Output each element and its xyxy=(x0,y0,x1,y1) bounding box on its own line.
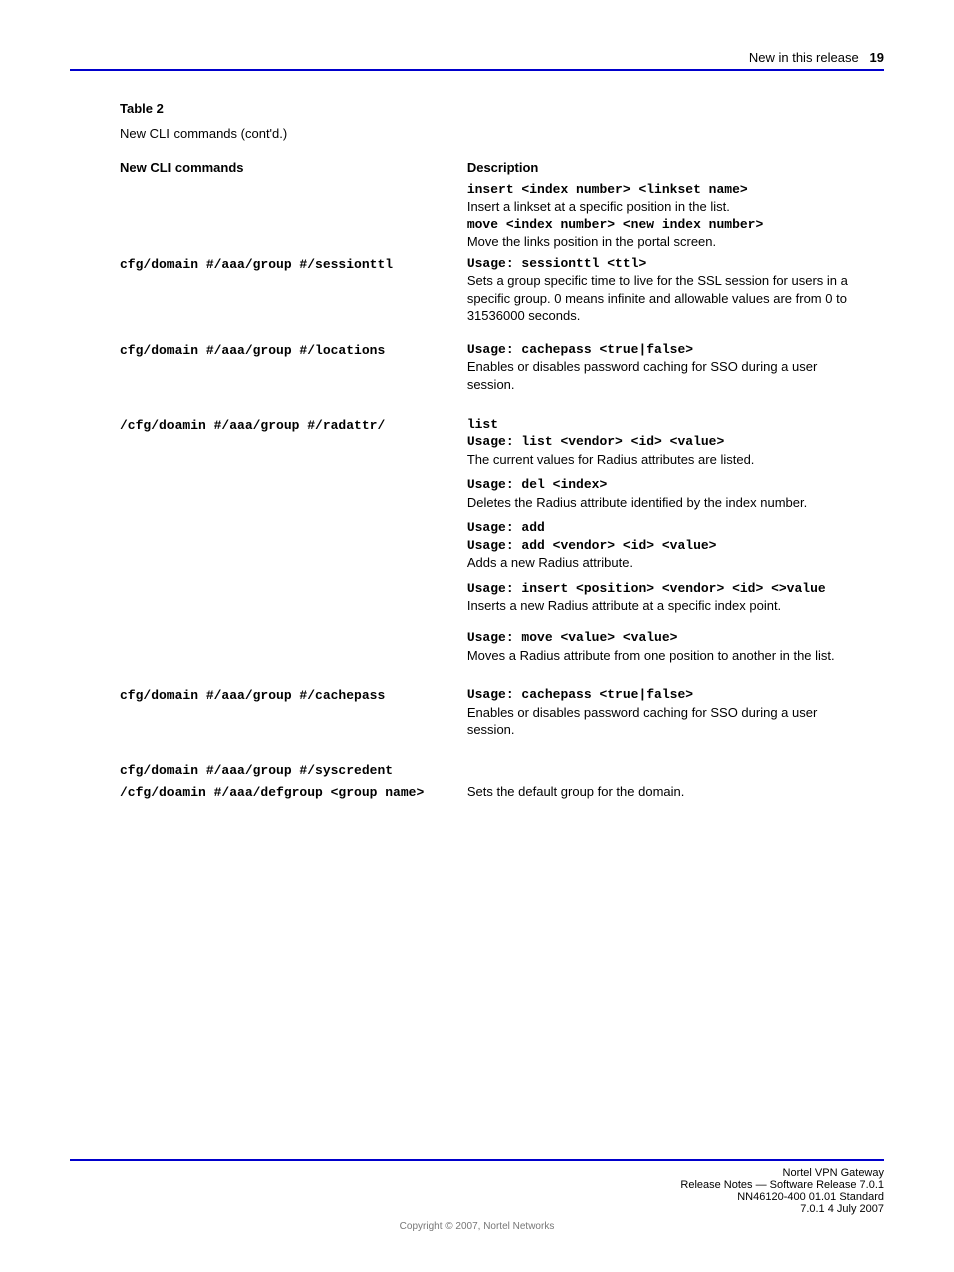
usage-desc: Move the links position in the portal sc… xyxy=(467,233,868,251)
usage-line: Usage: cachepass <true|false> xyxy=(467,686,868,704)
usage-line: move <index number> <new index number> xyxy=(467,216,868,234)
table-row: insert <index number> <linkset name> Ins… xyxy=(120,181,874,255)
usage-desc: Insert a linkset at a specific position … xyxy=(467,198,868,216)
table-row: cfg/domain #/aaa/group #/cachepass Usage… xyxy=(120,686,874,743)
cmd-path: cfg/domain #/aaa/group #/sessionttl xyxy=(120,257,393,272)
footer-right-line1: NN46120-400 01.01 Standard xyxy=(680,1191,884,1203)
header-right: New in this release 19 xyxy=(749,50,884,65)
usage-desc: Adds a new Radius attribute. xyxy=(467,554,868,572)
usage-desc: Inserts a new Radius attribute at a spec… xyxy=(467,597,868,615)
table-caption: Table 2 xyxy=(120,101,874,116)
table-row: cfg/domain #/aaa/group #/sessionttl Usag… xyxy=(120,255,874,329)
header-rule xyxy=(70,69,884,71)
command-table: New CLI commands Description insert <ind… xyxy=(120,159,874,806)
usage-line: list xyxy=(467,416,868,434)
page-header: New in this release 19 xyxy=(70,50,884,69)
usage-desc: Deletes the Radius attribute identified … xyxy=(467,494,868,512)
cmd-path: cfg/domain #/aaa/group #/syscredent xyxy=(120,763,393,778)
usage-desc: Sets the default group for the domain. xyxy=(467,783,868,801)
table-row: cfg/domain #/aaa/group #/locations Usage… xyxy=(120,341,874,398)
cmd-path: /cfg/doamin #/aaa/group #/radattr/ xyxy=(120,418,385,433)
col-header-left: New CLI commands xyxy=(120,160,244,175)
usage-desc: Sets a group specific time to live for t… xyxy=(467,272,868,325)
usage-desc: Enables or disables password caching for… xyxy=(467,704,868,739)
usage-line: insert <index number> <linkset name> xyxy=(467,181,868,199)
usage-desc: Enables or disables password caching for… xyxy=(467,358,868,393)
usage-line: Usage: list <vendor> <id> <value> xyxy=(467,433,868,451)
content-area: Table 2 New CLI commands (cont'd.) New C… xyxy=(120,101,874,806)
usage-line: Usage: add xyxy=(467,519,868,537)
footer-center-line1: Nortel VPN Gateway xyxy=(680,1167,884,1179)
usage-line: Usage: insert <position> <vendor> <id> <… xyxy=(467,580,868,598)
footer-right-line2: 7.0.1 4 July 2007 xyxy=(680,1203,884,1215)
page-number-top: 19 xyxy=(870,50,884,65)
page-footer: Nortel VPN Gateway Release Notes — Softw… xyxy=(70,1159,884,1232)
usage-line: Usage: move <value> <value> xyxy=(467,629,868,647)
usage-desc: Moves a Radius attribute from one positi… xyxy=(467,647,868,665)
table-row: /cfg/doamin #/aaa/group #/radattr/ list … xyxy=(120,416,874,669)
cmd-path: cfg/domain #/aaa/group #/cachepass xyxy=(120,688,385,703)
col-header-right: Description xyxy=(467,160,539,175)
table-row: cfg/domain #/aaa/group #/syscredent xyxy=(120,761,874,784)
cmd-path: cfg/domain #/aaa/group #/locations xyxy=(120,343,385,358)
usage-desc: The current values for Radius attributes… xyxy=(467,451,868,469)
page: New in this release 19 Table 2 New CLI c… xyxy=(0,0,954,1272)
usage-line: Usage: del <index> xyxy=(467,476,868,494)
footer-right: Nortel VPN Gateway Release Notes — Softw… xyxy=(680,1167,884,1215)
header-right-text: New in this release xyxy=(749,50,859,65)
cmd-path: /cfg/doamin #/aaa/defgroup <group name> xyxy=(120,785,424,800)
usage-line: Usage: sessionttl <ttl> xyxy=(467,255,868,273)
table-subtitle: New CLI commands (cont'd.) xyxy=(120,126,874,141)
footer-center xyxy=(90,1167,660,1215)
usage-line: Usage: add <vendor> <id> <value> xyxy=(467,537,868,555)
table-number: Table 2 xyxy=(120,101,164,116)
footer-center-line2: Release Notes — Software Release 7.0.1 xyxy=(680,1179,884,1191)
table-header-row: New CLI commands Description xyxy=(120,159,874,181)
copyright-line: Copyright © 2007, Nortel Networks xyxy=(70,1221,884,1232)
table-row: /cfg/doamin #/aaa/defgroup <group name> … xyxy=(120,783,874,806)
usage-line: Usage: cachepass <true|false> xyxy=(467,341,868,359)
